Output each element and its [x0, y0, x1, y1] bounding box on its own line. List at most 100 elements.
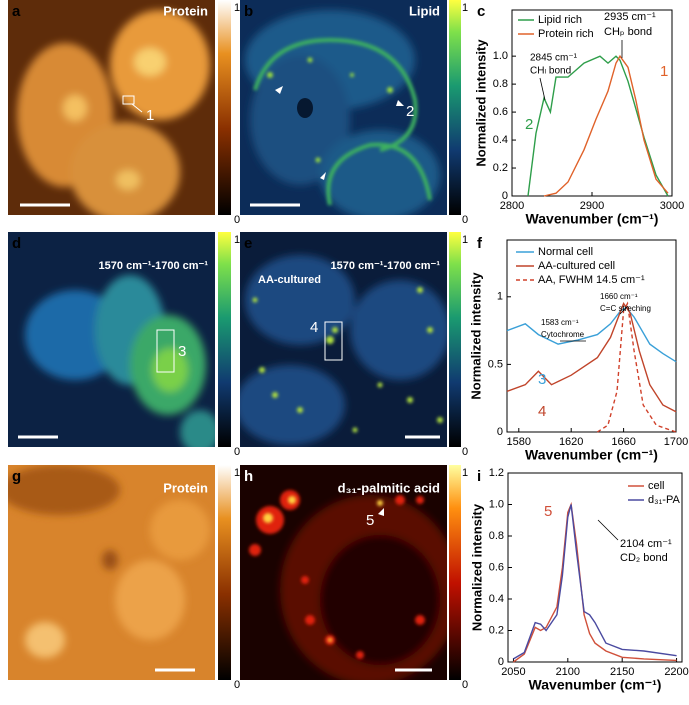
colorbar-label: 0 [234, 679, 240, 691]
series-line [513, 504, 677, 660]
legend-label: cell [648, 480, 665, 492]
plot-frame [506, 239, 677, 433]
x-axis-label: Wavenumber (cm⁻¹) [525, 447, 658, 463]
colorbar [449, 232, 461, 447]
y-tick-label: 1 [497, 291, 503, 303]
colorbar-label: 1 [462, 2, 468, 14]
annotation: 1583 cm⁻¹ [541, 318, 579, 327]
annotation: 5 [544, 503, 552, 520]
panel-letter: c [477, 3, 485, 20]
legend-label: AA-cultured cell [538, 260, 615, 272]
colorbar-label: 1 [234, 2, 240, 14]
panel-label: Lipid [409, 3, 440, 18]
y-tick-label: 0 [497, 426, 503, 438]
y-tick-label: 0.6 [489, 561, 504, 573]
x-tick-label: 2100 [556, 666, 580, 678]
annotation: 2845 cm⁻¹ [530, 53, 578, 64]
image-e [240, 232, 447, 447]
x-tick-label: 2800 [500, 200, 524, 212]
x-tick-label: 1700 [664, 436, 688, 448]
panel-letter: g [12, 468, 21, 485]
y-tick-label: 0.8 [489, 530, 504, 542]
x-tick-label: 2900 [580, 200, 604, 212]
annotation: CHₚ bond [604, 26, 652, 38]
annotation: 3 [538, 371, 546, 388]
colorbar [449, 465, 461, 680]
colorbar-label: 1 [462, 234, 468, 246]
colorbar-label: 0 [462, 214, 468, 226]
y-tick-label: 1.0 [493, 50, 508, 62]
colorbar [218, 0, 231, 215]
annotation: Cytochrome [541, 330, 585, 339]
x-axis-label: Wavenumber (cm⁻¹) [529, 677, 662, 693]
image-h [240, 465, 447, 680]
series-line [506, 306, 677, 363]
y-tick-label: 0.4 [493, 134, 508, 146]
annotation: 2935 cm⁻¹ [604, 11, 656, 23]
x-tick-label: 2200 [664, 666, 688, 678]
y-tick-label: 0.2 [493, 162, 508, 174]
legend-label: Normal cell [538, 246, 593, 258]
annotation: 2104 cm⁻¹ [620, 538, 672, 550]
x-tick-label: 1620 [559, 436, 583, 448]
colorbar-label: 0 [462, 679, 468, 691]
x-tick-label: 3000 [660, 200, 684, 212]
y-tick-label: 0.6 [493, 106, 508, 118]
y-tick-label: 1.2 [489, 467, 504, 479]
y-tick-label: 0.8 [493, 78, 508, 90]
y-tick-label: 0.5 [488, 358, 503, 370]
image-d [8, 232, 215, 447]
x-tick-label: 2050 [501, 666, 525, 678]
region-marker: 3 [178, 343, 186, 360]
y-axis-label: Normalized intensity [473, 39, 488, 167]
annotation: 4 [538, 403, 546, 420]
image-b [240, 0, 447, 215]
panel-label: 1570 cm⁻¹-1700 cm⁻¹ [99, 260, 209, 272]
colorbar-label: 1 [462, 467, 468, 479]
panel-letter: f [477, 235, 483, 252]
leader-line [597, 519, 619, 541]
colorbar-label: 1 [234, 234, 240, 246]
x-tick-label: 1660 [611, 436, 635, 448]
y-tick-label: 1.0 [489, 498, 504, 510]
image-g [8, 465, 215, 680]
panel-label: Protein [163, 3, 208, 18]
series-line [543, 54, 669, 197]
annotation: 2 [525, 116, 533, 133]
panel-letter: h [244, 468, 253, 485]
x-tick-label: 1580 [507, 436, 531, 448]
panel-label: d₃₁-palmitic acid [338, 480, 440, 495]
leader-line [539, 77, 546, 101]
y-tick-label: 0 [498, 656, 504, 668]
legend-label: d₃₁-PA [648, 494, 680, 506]
region-marker: 1 [146, 107, 154, 124]
x-axis-label: Wavenumber (cm⁻¹) [526, 211, 659, 227]
legend-label: Protein rich [538, 28, 594, 40]
panel-label: 1570 cm⁻¹-1700 cm⁻¹ [331, 260, 441, 272]
y-tick-label: 0.2 [489, 624, 504, 636]
legend-label: Lipid rich [538, 14, 582, 26]
colorbar [218, 465, 231, 680]
leader-line [619, 305, 629, 315]
y-tick-label: 0 [502, 190, 508, 202]
series-line [512, 501, 677, 663]
region-marker: 4 [310, 319, 318, 336]
colorbar [449, 0, 461, 215]
panel-letter: b [244, 3, 253, 20]
y-axis-label: Normalized intensity [469, 503, 484, 631]
panel-letter: i [477, 468, 481, 485]
annotation: CHₗ bond [530, 66, 571, 77]
series-line [506, 302, 677, 413]
region-marker: 5 [366, 512, 374, 529]
panel-letter: a [12, 3, 21, 20]
colorbar-label: 0 [234, 446, 240, 458]
image-a [8, 0, 215, 215]
panel-sublabel: AA-cultured [258, 274, 321, 286]
panel-letter: e [244, 235, 252, 252]
annotation: 1 [660, 63, 668, 80]
annotation: CD₂ bond [620, 552, 668, 564]
colorbar-label: 0 [234, 214, 240, 226]
region-marker: 2 [406, 103, 414, 120]
y-axis-label: Normalized intensity [468, 272, 483, 400]
